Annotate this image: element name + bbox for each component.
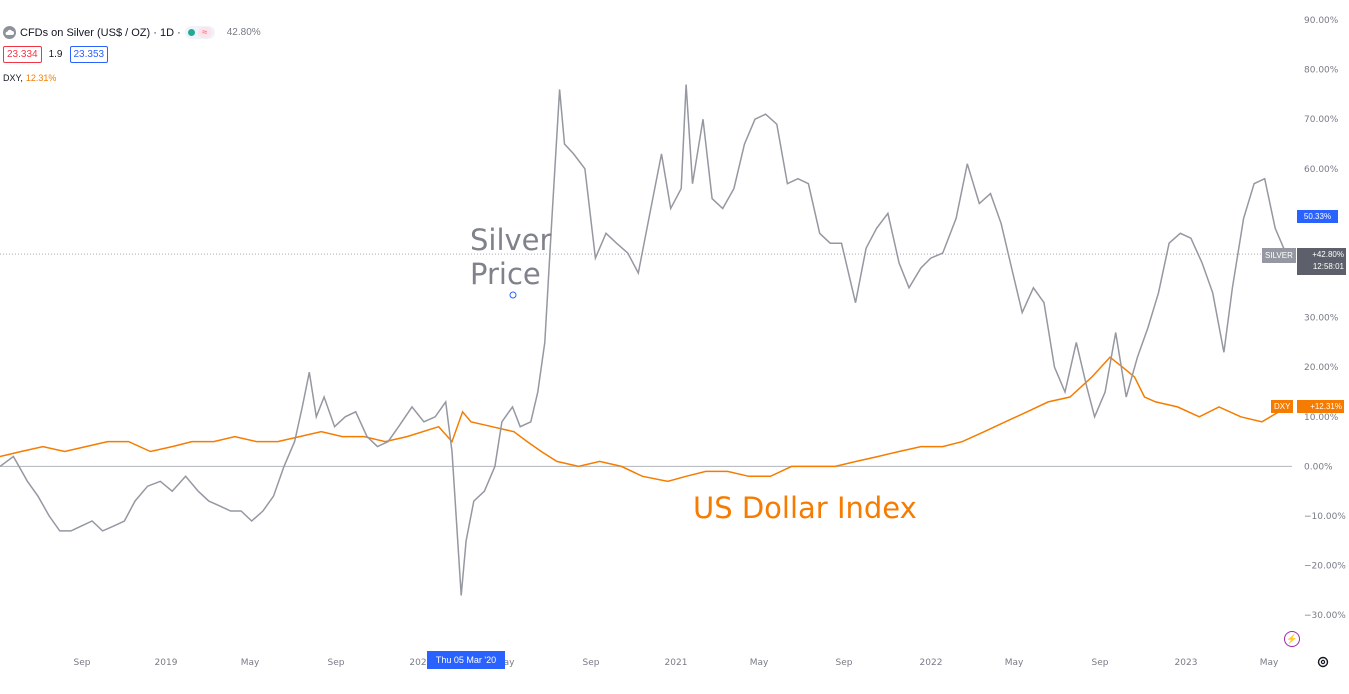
dxy-axis-value: +12.31% [1297,400,1344,413]
x-tick-label: 2022 [920,658,943,668]
spread-value: 1.9 [48,49,63,60]
lightning-icon[interactable]: ⚡ [1284,631,1300,647]
x-tick-label: Sep [1092,658,1109,668]
x-tick-label: May [1005,658,1024,668]
buy-button[interactable]: 23.353 [69,46,109,63]
silver-axis-value: +42.80% 12:58:01 [1297,248,1346,275]
anchor-point-icon[interactable] [509,291,517,299]
x-tick-label: 2023 [1175,658,1198,668]
axis-percent-badge: 50.33% [1297,210,1338,223]
status-icon: ≈ [197,27,212,38]
x-tick-label: ay [504,658,516,668]
gear-icon[interactable] [1316,655,1330,669]
bar-countdown: 12:58:01 [1312,262,1344,271]
dxy-series-line[interactable] [0,356,1291,483]
dxy-annotation: US Dollar Index [693,491,917,525]
compare-value: 12.31% [25,73,57,83]
symbol-title[interactable]: CFDs on Silver (US$ / OZ) · 1D · [20,26,181,39]
market-status[interactable]: ≈ [184,26,215,39]
x-tick-label: 2019 [155,658,178,668]
compare-symbol[interactable]: DXY, [3,73,23,83]
y-tick-label: 60.00% [1304,165,1339,175]
cloud-icon[interactable] [3,26,16,39]
market-open-dot-icon [187,29,195,36]
x-axis[interactable]: Sep 2019 May Sep 202 ay Sep 2021 May Sep 2022 May Se… [74,658,1279,668]
crosshair-date-label: Thu 05 Mar '20 [427,651,505,669]
trade-buttons: 23.334 1.9 23.353 [3,46,109,63]
x-tick-label: Sep [583,658,600,668]
y-tick-label: 80.00% [1304,66,1339,76]
y-tick-label: 10.00% [1304,413,1339,423]
change-percent: 42.80% [226,27,261,38]
y-tick-label: 30.00% [1304,314,1339,324]
x-tick-label: Sep [328,658,345,668]
sell-button[interactable]: 23.334 [3,46,42,63]
y-axis[interactable]: 90.00%80.00%70.00%60.00%50.00%40.00%30.0… [1304,16,1346,621]
x-tick-label: May [241,658,260,668]
y-tick-label: −20.00% [1304,562,1346,572]
silver-annotation-line2: Price [470,257,541,291]
silver-percent: +42.80% [1312,250,1344,259]
y-tick-label: 70.00% [1304,115,1339,125]
silver-series-line[interactable] [0,84,1291,596]
y-tick-label: −10.00% [1304,512,1346,522]
x-tick-label: May [1260,658,1279,668]
dxy-axis-label: DXY [1271,400,1294,413]
legend-main: CFDs on Silver (US$ / OZ) · 1D · ≈ 42.80… [3,26,261,39]
silver-annotation-line1: Silver [470,223,552,257]
silver-axis-label: SILVER [1262,248,1296,263]
x-tick-label: 2021 [665,658,688,668]
y-tick-label: 20.00% [1304,363,1339,373]
legend-compare[interactable]: DXY, 12.31% [3,73,56,83]
x-tick-label: Sep [836,658,853,668]
x-tick-label: Sep [74,658,91,668]
y-tick-label: 90.00% [1304,16,1339,26]
x-tick-label: May [750,658,769,668]
y-tick-label: −30.00% [1304,611,1346,621]
x-tick-label: 202 [409,658,426,668]
y-tick-label: 0.00% [1304,462,1333,472]
